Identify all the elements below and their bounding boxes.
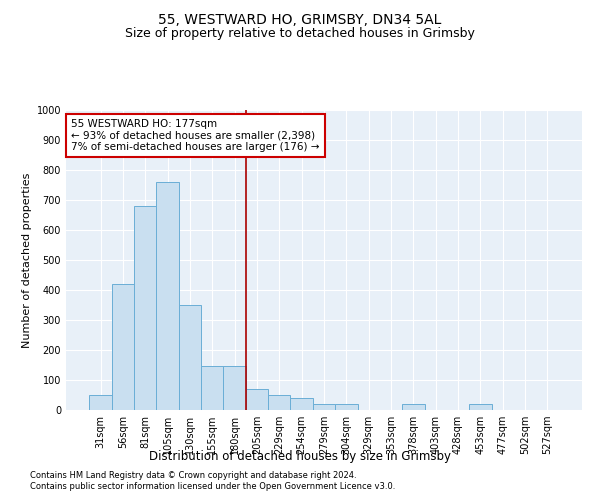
Bar — [246, 389, 268, 410]
Bar — [201, 366, 223, 410]
Bar — [268, 395, 290, 410]
Text: 55 WESTWARD HO: 177sqm
← 93% of detached houses are smaller (2,398)
7% of semi-d: 55 WESTWARD HO: 177sqm ← 93% of detached… — [71, 119, 320, 152]
Bar — [89, 395, 112, 410]
Text: Contains HM Land Registry data © Crown copyright and database right 2024.: Contains HM Land Registry data © Crown c… — [30, 470, 356, 480]
Bar — [290, 398, 313, 410]
Bar — [112, 284, 134, 410]
Bar — [179, 305, 201, 410]
Bar — [335, 404, 358, 410]
Bar — [223, 366, 246, 410]
Bar — [134, 206, 157, 410]
Bar — [157, 182, 179, 410]
Text: Contains public sector information licensed under the Open Government Licence v3: Contains public sector information licen… — [30, 482, 395, 491]
Bar — [313, 404, 335, 410]
Text: Size of property relative to detached houses in Grimsby: Size of property relative to detached ho… — [125, 28, 475, 40]
Bar — [402, 404, 425, 410]
Text: 55, WESTWARD HO, GRIMSBY, DN34 5AL: 55, WESTWARD HO, GRIMSBY, DN34 5AL — [158, 12, 442, 26]
Text: Distribution of detached houses by size in Grimsby: Distribution of detached houses by size … — [149, 450, 451, 463]
Bar — [469, 404, 491, 410]
Y-axis label: Number of detached properties: Number of detached properties — [22, 172, 32, 348]
